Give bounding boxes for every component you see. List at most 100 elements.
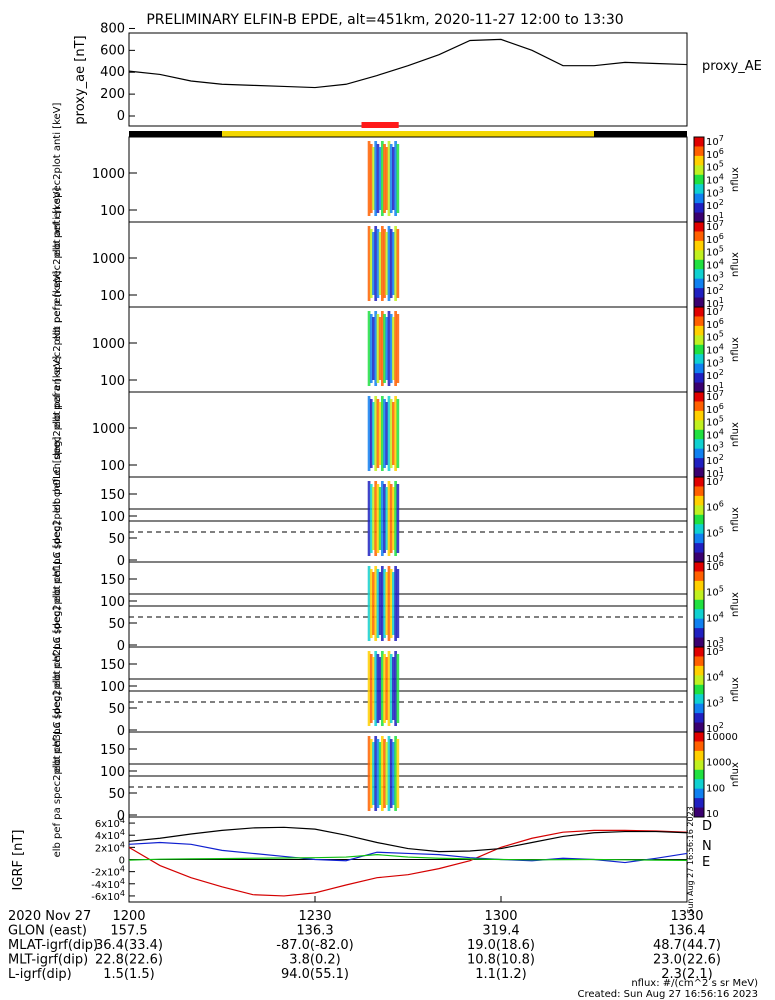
spec-ytick-label: 100: [100, 374, 125, 389]
spectrogram-column: [378, 147, 382, 210]
spectrogram-column: [387, 226, 391, 301]
spectrogram-column: [396, 569, 400, 638]
spec-ylabel: elb pef pa spec2plot ch1LC [deg]: [52, 522, 63, 688]
colorbar-segment: [694, 675, 704, 686]
spectrogram-column: [380, 396, 384, 471]
spectrogram-column: [396, 399, 400, 468]
colorbar-segment: [694, 533, 704, 544]
igrf-legend-D: D: [702, 819, 712, 834]
spectrogram-column: [378, 572, 382, 635]
spectrogram-column: [376, 739, 380, 808]
pa-ytick-label: 100: [100, 595, 125, 610]
spectrogram-column: [369, 314, 373, 383]
spectrogram-column: [396, 314, 400, 383]
spectrogram-column: [369, 569, 373, 638]
spectrogram-column: [380, 226, 384, 301]
pa-ytick-label: 0: [117, 554, 125, 569]
spectrogram-column: [383, 314, 386, 383]
spectrogram-column: [380, 311, 384, 386]
table-cell: 136.4: [668, 924, 705, 939]
spectrogram-column: [394, 226, 397, 301]
colorbar-tick-label: 1000: [706, 758, 731, 769]
spec-ytick-label: 100: [100, 289, 125, 304]
spectrogram-column: [378, 487, 382, 550]
proxy-ae-legend: proxy_AE: [702, 59, 762, 74]
colorbar-tick-label: 106: [706, 147, 724, 161]
colorbar-segment: [694, 316, 704, 327]
colorbar-label: nflux: [730, 507, 741, 532]
colorbar-segment: [694, 750, 704, 761]
status-bar-red: [361, 122, 399, 128]
spectrogram-column: [378, 317, 382, 380]
spec-panel-frame: [128, 221, 688, 308]
spectrogram-column: [367, 481, 371, 556]
colorbar-segment: [694, 344, 704, 355]
spectrogram-column: [369, 399, 373, 468]
colorbar-segment: [694, 259, 704, 270]
spectrogram-column: [383, 569, 386, 638]
colorbar-segment: [694, 240, 704, 251]
colorbar-tick-label: 102: [706, 721, 724, 735]
colorbar-segment: [694, 335, 704, 346]
igrf-ytick-label: 6x104: [95, 816, 125, 830]
pa-ytick-label: 150: [100, 658, 125, 673]
colorbar-segment: [694, 212, 704, 223]
status-bar-yellow: [222, 131, 594, 137]
colorbar-segment: [694, 250, 704, 261]
colorbar-segment: [694, 524, 704, 535]
spectrogram-column: [372, 657, 375, 720]
proxy-ae-ytick-label: 400: [100, 65, 125, 80]
spectrogram-column: [374, 736, 378, 811]
spectrogram-column: [387, 141, 391, 216]
colorbar-segment: [694, 505, 704, 516]
spectrogram-column: [387, 566, 391, 641]
spectrogram-column: [376, 569, 380, 638]
spectrogram-column: [385, 742, 389, 805]
spec-ytick-label: 1000: [92, 252, 125, 267]
spec-ylabel: elb pef pa spec2plot ch0LC [deg]: [52, 437, 63, 603]
colorbar-segment: [694, 448, 704, 459]
colorbar-tick-label: 102: [706, 198, 724, 212]
spectrogram-column: [369, 654, 373, 723]
pa-ytick-label: 50: [108, 617, 125, 632]
colorbar-segment: [694, 609, 704, 620]
colorbar-tick-label: 105: [706, 644, 724, 658]
spectrogram-column: [372, 317, 375, 380]
spectrogram-column: [378, 402, 382, 465]
colorbar-tick-label: 107: [706, 304, 724, 318]
colorbar-segment: [694, 703, 704, 714]
colorbar-label: nflux: [730, 252, 741, 277]
spectrogram-column: [367, 396, 371, 471]
colorbar-tick-label: 105: [706, 330, 724, 344]
igrf-series-line: [128, 854, 688, 862]
colorbar-segment: [694, 647, 704, 657]
igrf-series-line: [128, 826, 688, 853]
colorbar-tick-label: 101: [706, 296, 724, 310]
colorbar-segment: [694, 392, 704, 402]
spectrogram-column: [383, 144, 386, 213]
spectrogram-column: [367, 226, 371, 301]
colorbar-segment: [694, 373, 704, 384]
table-cell: 19.0(18.6): [467, 938, 535, 953]
spec-panel-frame: [128, 731, 688, 818]
colorbar-segment: [694, 174, 704, 185]
colorbar-segment: [694, 410, 704, 421]
spectrogram-column: [372, 572, 375, 635]
table-cell: -87.0(-82.0): [276, 938, 353, 953]
colorbar-segment: [694, 382, 704, 393]
spectrogram-column: [392, 317, 395, 380]
table-cell: 1300: [484, 909, 517, 924]
spectrogram-column: [372, 147, 375, 210]
spectrogram-column: [374, 141, 378, 216]
table-row-label: GLON (east): [8, 924, 87, 939]
pa-ytick-label: 100: [100, 765, 125, 780]
spectrogram-column: [383, 654, 386, 723]
colorbar-tick-label: 103: [706, 270, 724, 284]
colorbar-label: nflux: [730, 167, 741, 192]
colorbar-tick-label: 10: [706, 809, 719, 820]
table-cell: 3.8(0.2): [289, 953, 341, 968]
spectrogram-column: [389, 399, 393, 468]
spectrogram-column: [376, 314, 380, 383]
igrf-legend-N: N: [702, 839, 712, 854]
